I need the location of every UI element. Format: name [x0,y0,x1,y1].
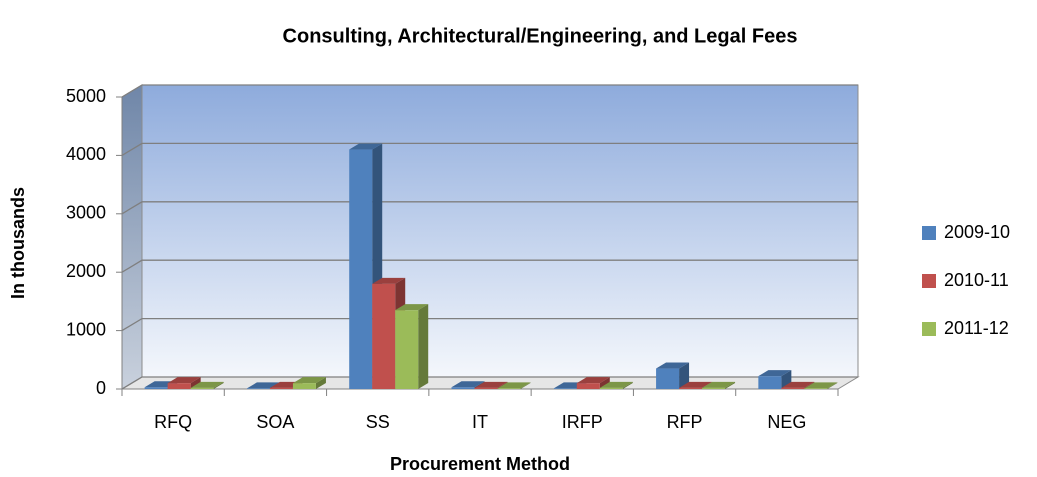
chart-title: Consulting, Architectural/Engineering, a… [283,25,798,47]
bar-side [190,377,201,389]
x-tick-label: IT [472,412,488,432]
bar-front [474,387,498,389]
bar [702,381,736,389]
y-tick-label: 1000 [66,319,106,339]
bar-top [758,370,792,377]
bar-front [804,388,828,389]
grid-line [121,142,858,156]
bar-front [679,387,703,389]
y-tick-label: 4000 [66,144,106,164]
y-axis-title: In thousands [8,187,28,299]
bar-front [167,383,191,389]
bar-front [702,387,726,389]
x-tick-label: IRFP [562,412,603,432]
grid-line [121,84,858,98]
x-axis-title: Procurement Method [390,454,570,474]
bar-front [144,387,168,389]
bar [167,377,201,389]
legend-swatch [922,322,936,336]
bar-top [451,381,485,388]
y-tick-label: 2000 [66,261,106,281]
bar-front [451,387,475,389]
side-wall [121,84,143,390]
bar-side [827,382,838,389]
bar-front [781,387,805,389]
bar-top [702,381,736,388]
bar-top [497,382,531,389]
legend-swatch [922,274,936,288]
bar [599,381,633,389]
y-tick-label: 0 [96,378,106,398]
grid-line [121,259,858,273]
bar [395,304,429,389]
bar-top [474,381,508,388]
bar-top [804,382,838,389]
bar-top [599,381,633,388]
back-wall [141,84,859,378]
bar-top [349,143,383,150]
bar-side [725,381,736,389]
bar-side [622,381,633,389]
bar-top [656,362,690,369]
bar [349,143,383,389]
bar-front [246,388,270,389]
bar-top [395,304,429,311]
bar-front [497,388,521,389]
bar-front [553,388,577,389]
bar [804,382,838,389]
bar-top [372,277,406,284]
bar [292,377,326,389]
bar-top [679,381,713,388]
bar-top [292,377,326,384]
bar-front [395,310,419,389]
bar-top [576,377,610,384]
x-tick-label: SOA [256,412,294,432]
bar-front [372,283,396,389]
bar-front [758,376,782,389]
bar [497,382,531,389]
bar-top [190,381,224,388]
bar-side [520,382,531,389]
bar [576,377,610,389]
legend-label: 2010-11 [944,270,1009,290]
x-tick-label: RFP [667,412,703,432]
legend-label: 2011-12 [944,318,1009,338]
grid-line [121,201,858,215]
bar-top [781,381,815,388]
bar-side [418,304,429,389]
y-tick-label: 3000 [66,203,106,223]
grid-line [121,317,858,332]
bar-front [599,387,623,389]
x-tick-label: RFQ [154,412,192,432]
x-tick-label: SS [366,412,390,432]
x-tick-label: NEG [767,412,806,432]
bar-front [292,383,316,389]
grid-line [121,376,858,390]
bar-front [656,368,680,389]
bar [656,362,690,389]
bar-side [213,381,224,389]
legend-swatch [922,226,936,240]
bar-side [679,362,690,389]
bar-front [349,149,373,389]
legend-label: 2009-10 [944,222,1010,242]
y-tick-label: 5000 [66,86,106,106]
bar-side [315,377,326,389]
bar-side [599,377,610,389]
bar [190,381,224,389]
bar-front [576,383,600,389]
bar-front [269,387,293,389]
bar-top [167,377,201,384]
bar-front [190,387,214,389]
